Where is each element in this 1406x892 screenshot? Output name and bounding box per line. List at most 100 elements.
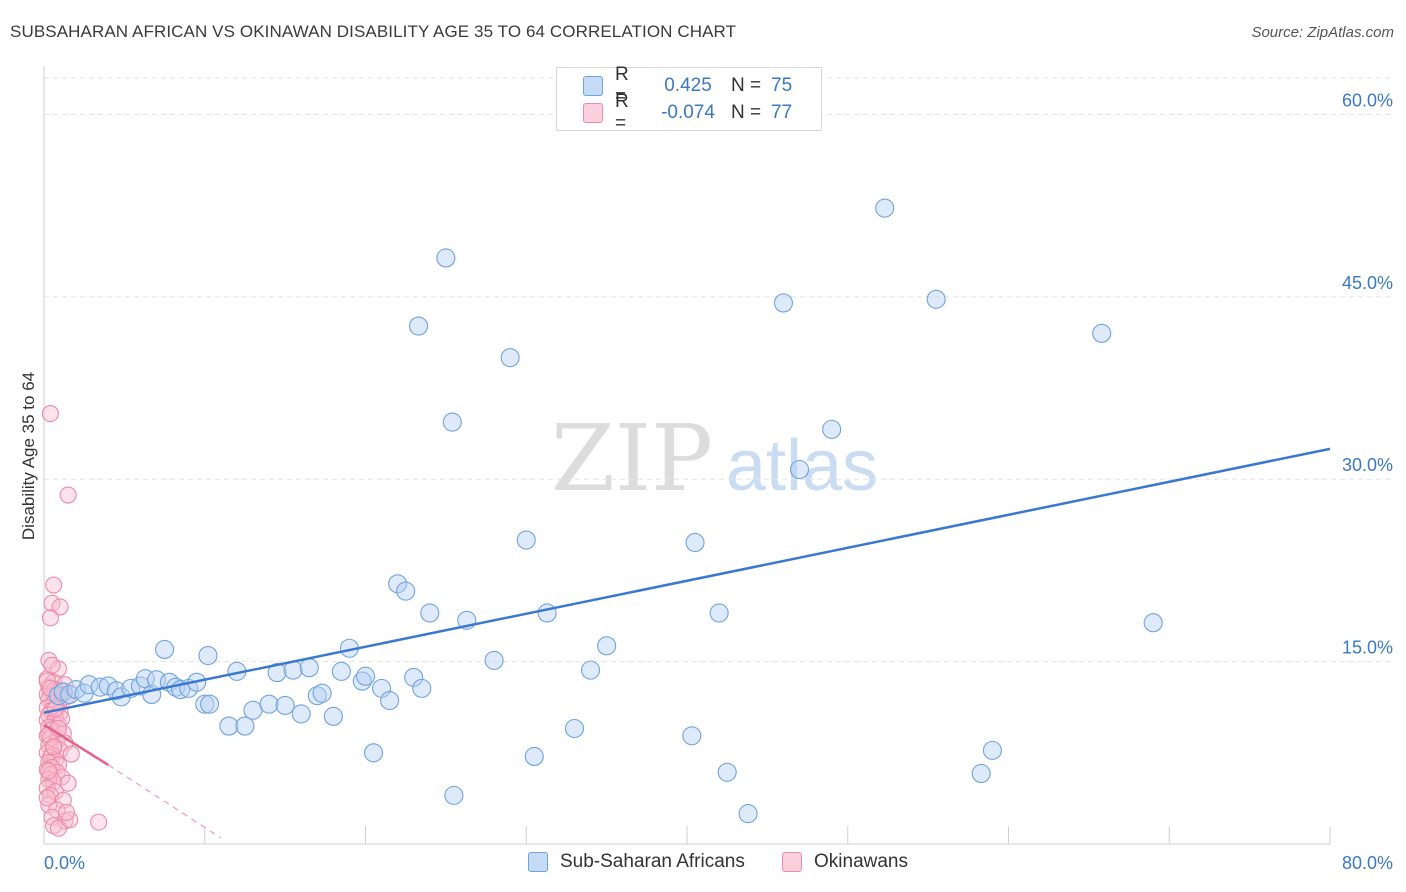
subsaharan-point (275, 695, 295, 715)
subsaharan-point (79, 675, 99, 695)
correlation-legend: R = 0.425 N = 75 R = -0.074 N = 77 (556, 64, 822, 134)
okinawan-point (59, 486, 77, 504)
subsaharan-point (396, 581, 416, 601)
subsaharan-point (537, 603, 557, 623)
source-credit: Source: ZipAtlas.com (1251, 24, 1394, 41)
x-tick-label-min: 0.0% (44, 853, 85, 873)
okinawan-point (53, 710, 71, 728)
subsaharan-point (738, 804, 758, 824)
legend-swatch-blue (583, 76, 603, 96)
subsaharan-point (1092, 323, 1112, 343)
watermark-atlas: atlas (726, 426, 878, 506)
subsaharan-points (48, 198, 1163, 824)
legend-item-subsaharan[interactable]: Sub-Saharan Africans (528, 851, 745, 873)
subsaharan-point (243, 700, 263, 720)
okinawan-point (41, 609, 59, 627)
okinawan-point (40, 762, 58, 780)
subsaharan-point (773, 293, 794, 313)
chart-title: SUBSAHARAN AFRICAN VS OKINAWAN DISABILIT… (10, 22, 737, 41)
y-tick-label: 45.0% (1342, 273, 1393, 293)
y-tick-label: 60.0% (1342, 90, 1393, 110)
subsaharan-point (971, 763, 991, 784)
subsaharan-point (299, 658, 319, 678)
legend-row-okinawan: R = -0.074 N = 77 (583, 91, 793, 134)
subsaharan-point (200, 694, 220, 714)
subsaharan-point (926, 289, 946, 309)
subsaharan-point (484, 650, 504, 670)
legend-r-label: R = (615, 64, 629, 107)
legend-label-subsaharan: Sub-Saharan Africans (560, 851, 745, 872)
okinawan-point (43, 656, 61, 674)
legend-n-value: 75 (771, 75, 793, 96)
tick-labels: 15.0% 30.0% 45.0% 60.0% 0.0% 80.0% (44, 90, 1393, 873)
subsaharan-point (259, 694, 279, 714)
okinawan-point (45, 817, 63, 835)
subsaharan-point (717, 762, 737, 782)
watermark-zip: ZIP (551, 405, 713, 512)
okinawan-point (90, 813, 108, 831)
okinawan-points (38, 405, 108, 837)
subsaharan-point (90, 677, 110, 697)
y-tick-label: 30.0% (1342, 455, 1393, 475)
subsaharan-point (404, 667, 424, 687)
subsaharan-point (1143, 613, 1163, 633)
subsaharan-point (267, 663, 287, 683)
legend-n-value: 77 (771, 102, 793, 123)
okinawan-point (45, 576, 63, 594)
legend-item-okinawan[interactable]: Okinawans (782, 851, 908, 873)
subsaharan-point (875, 198, 895, 218)
legend-n-label: N = (731, 102, 762, 123)
legend-label-okinawan: Okinawans (814, 851, 908, 872)
okinawan-point (59, 774, 77, 792)
subsaharan-point (500, 348, 520, 368)
subsaharan-point (444, 785, 464, 805)
okinawan-point (51, 598, 69, 616)
subsaharan-point (198, 645, 218, 666)
x-tick-label-max: 80.0% (1342, 853, 1393, 873)
subsaharan-point (363, 743, 384, 763)
subsaharan-point (822, 419, 842, 439)
subsaharan-point (597, 636, 617, 656)
subsaharan-point (524, 746, 544, 767)
legend-swatch-blue (528, 852, 548, 872)
series-legend: Sub-Saharan Africans Okinawans (0, 851, 1406, 877)
trend-lines (43, 447, 1331, 839)
subsaharan-point (155, 639, 175, 660)
okinawan-point (43, 594, 61, 612)
subsaharan-point (60, 684, 80, 704)
legend-row-subsaharan: R = 0.425 N = 75 (583, 64, 793, 107)
okinawan-trend-line (43, 723, 109, 767)
subsaharan-point (355, 666, 376, 686)
subsaharan-point (380, 690, 400, 711)
subsaharan-point (412, 678, 432, 698)
legend-n-label: N = (731, 75, 762, 96)
subsaharan-point (982, 740, 1002, 760)
subsaharan-point (291, 704, 311, 724)
subsaharan-point (235, 716, 255, 736)
legend-r-value: 0.425 (664, 75, 712, 96)
axes (43, 66, 1331, 845)
okinawan-point (62, 745, 80, 763)
okinawan-point (45, 738, 63, 756)
subsaharan-point (312, 683, 332, 703)
subsaharan-point (436, 248, 456, 268)
subsaharan-point (323, 706, 343, 726)
subsaharan-trend-line (43, 447, 1331, 714)
subsaharan-point (682, 726, 702, 746)
subsaharan-point (580, 660, 601, 680)
subsaharan-point (709, 603, 729, 623)
subsaharan-point (420, 603, 440, 623)
subsaharan-point (219, 716, 239, 736)
legend-r-label: R = (615, 91, 629, 134)
subsaharan-point (516, 530, 536, 550)
y-tick-label: 15.0% (1342, 638, 1393, 658)
okinawan-point (40, 651, 58, 669)
subsaharan-point (564, 718, 585, 739)
okinawan-point (57, 803, 76, 821)
subsaharan-point (195, 694, 215, 714)
okinawan-point (38, 789, 56, 807)
legend-swatch-pink (782, 852, 802, 872)
legend-swatch-pink (583, 103, 603, 123)
subsaharan-point (685, 532, 705, 553)
